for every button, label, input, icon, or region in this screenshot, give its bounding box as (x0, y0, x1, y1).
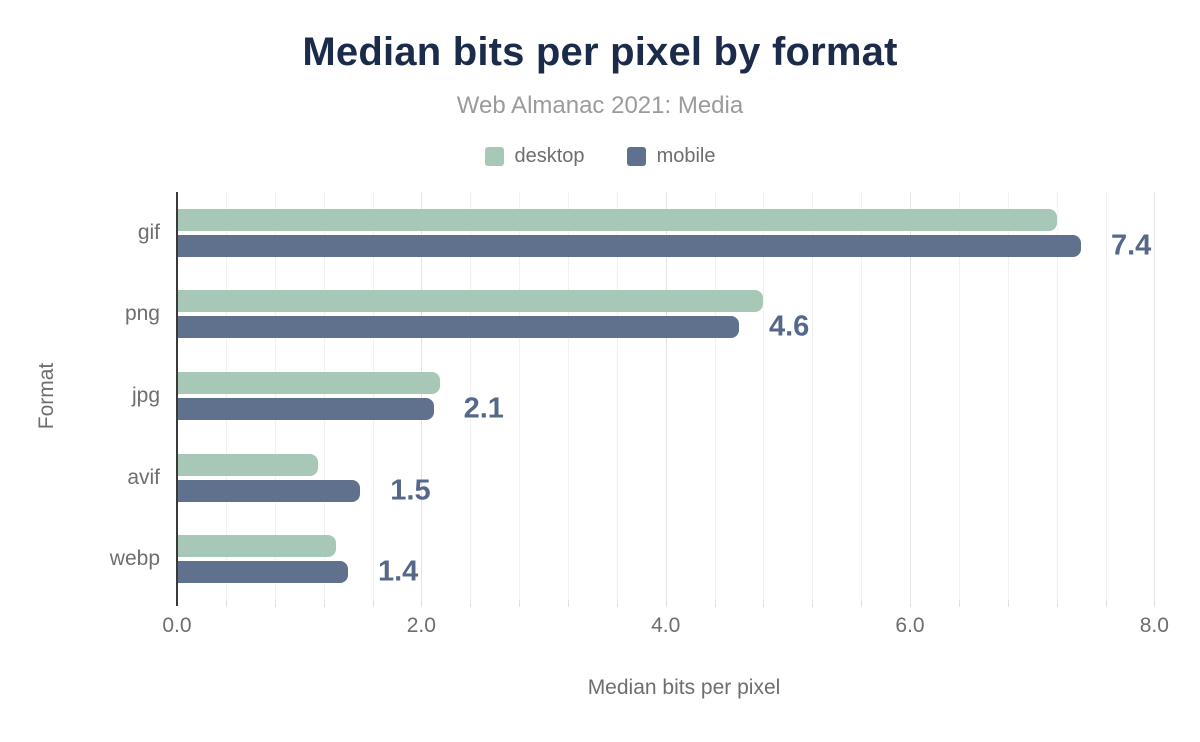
minor-gridline (274, 192, 276, 600)
bar-desktop-png[interactable] (177, 290, 764, 313)
y-category-label-jpg: jpg (131, 384, 160, 407)
x-tick-label-4.0: 4.0 (651, 614, 681, 637)
x-tick-mark (1056, 600, 1058, 607)
legend-label-mobile: mobile (656, 144, 716, 167)
y-category-label-gif: gif (137, 220, 160, 244)
chart-subtitle: Web Almanac 2021: Media (456, 92, 744, 119)
bar-mobile-png[interactable] (177, 316, 739, 339)
major-gridline (665, 192, 667, 600)
y-category-label-avif: avif (127, 465, 160, 489)
y-category-labels: gif png jpg avif webp (0, 192, 160, 600)
y-axis-line (176, 192, 178, 606)
minor-gridline (519, 192, 521, 600)
minor-gridline (1007, 192, 1009, 600)
x-tick-mark (372, 600, 374, 607)
legend-item-desktop[interactable]: desktop (484, 144, 585, 168)
x-tick-label-2.0: 2.0 (406, 614, 436, 637)
bar-mobile-webp[interactable] (177, 561, 348, 584)
x-tick-mark (567, 600, 569, 607)
x-tick-mark (910, 600, 911, 607)
major-gridline (1154, 192, 1156, 600)
x-tick-mark (421, 600, 423, 607)
x-tick-mark (323, 600, 325, 607)
chart-legend: desktop mobile (0, 144, 1200, 168)
bar-value-label-jpg: 2.1 (463, 392, 504, 425)
bar-value-label-png: 4.6 (769, 310, 810, 343)
minor-gridline (372, 192, 374, 600)
bar-value-label-webp: 1.4 (378, 555, 419, 588)
minor-gridline (1105, 192, 1107, 600)
x-tick-label-0.0: 0.0 (162, 614, 192, 637)
x-axis-ticks (177, 600, 1191, 608)
y-axis-title: Format (35, 362, 58, 430)
major-gridline (910, 192, 911, 600)
x-tick-mark (812, 600, 814, 607)
minor-gridline (1056, 192, 1058, 600)
x-tick-mark (665, 600, 667, 607)
x-tick-mark (861, 600, 863, 607)
bar-mobile-jpg[interactable] (177, 398, 434, 420)
x-tick-mark (714, 600, 716, 607)
minor-gridline (861, 192, 863, 600)
minor-gridline (958, 192, 960, 600)
x-tick-mark (519, 600, 521, 607)
bar-desktop-gif[interactable] (177, 208, 1057, 231)
x-tick-label-8.0: 8.0 (1139, 614, 1169, 637)
bar-desktop-avif[interactable] (177, 453, 318, 476)
x-tick-mark (1154, 600, 1156, 607)
x-axis-title: Median bits per pixel (587, 676, 781, 699)
major-gridline (421, 192, 423, 600)
x-tick-mark (225, 600, 227, 607)
minor-gridline (470, 192, 472, 600)
legend-swatch-mobile-icon (626, 146, 646, 166)
minor-gridline (567, 192, 569, 600)
y-category-label-webp: webp (109, 547, 160, 571)
bar-desktop-jpg[interactable] (177, 372, 440, 394)
x-tick-mark (958, 600, 960, 607)
bar-mobile-avif[interactable] (177, 479, 361, 502)
x-tick-mark (470, 600, 472, 607)
x-tick-mark (1007, 600, 1009, 607)
legend-label-desktop: desktop (514, 144, 585, 167)
bar-desktop-webp[interactable] (177, 535, 336, 558)
bar-value-label-avif: 1.5 (390, 474, 431, 507)
x-axis-tick-labels: 0.0 2.0 4.0 6.0 8.0 (162, 614, 1191, 640)
x-tick-mark (616, 600, 618, 607)
bar-mobile-gif[interactable] (177, 234, 1081, 257)
y-category-label-png: png (124, 302, 160, 326)
x-tick-mark (1105, 600, 1107, 607)
x-tick-mark (763, 600, 765, 607)
minor-gridline (763, 192, 765, 600)
x-tick-mark (274, 600, 276, 607)
legend-swatch-desktop-icon (484, 146, 504, 166)
minor-gridline (323, 192, 325, 600)
minor-gridline (812, 192, 814, 600)
legend-item-mobile[interactable]: mobile (626, 144, 716, 168)
minor-gridline (225, 192, 227, 600)
minor-gridline (616, 192, 618, 600)
minor-gridline (714, 192, 716, 600)
plot-area: 7.4 4.6 2.1 1.5 1.4 (177, 192, 1191, 600)
bar-value-label-gif: 7.4 (1111, 229, 1152, 262)
x-tick-label-6.0: 6.0 (895, 614, 925, 637)
chart-title: Median bits per pixel by format (302, 30, 898, 74)
